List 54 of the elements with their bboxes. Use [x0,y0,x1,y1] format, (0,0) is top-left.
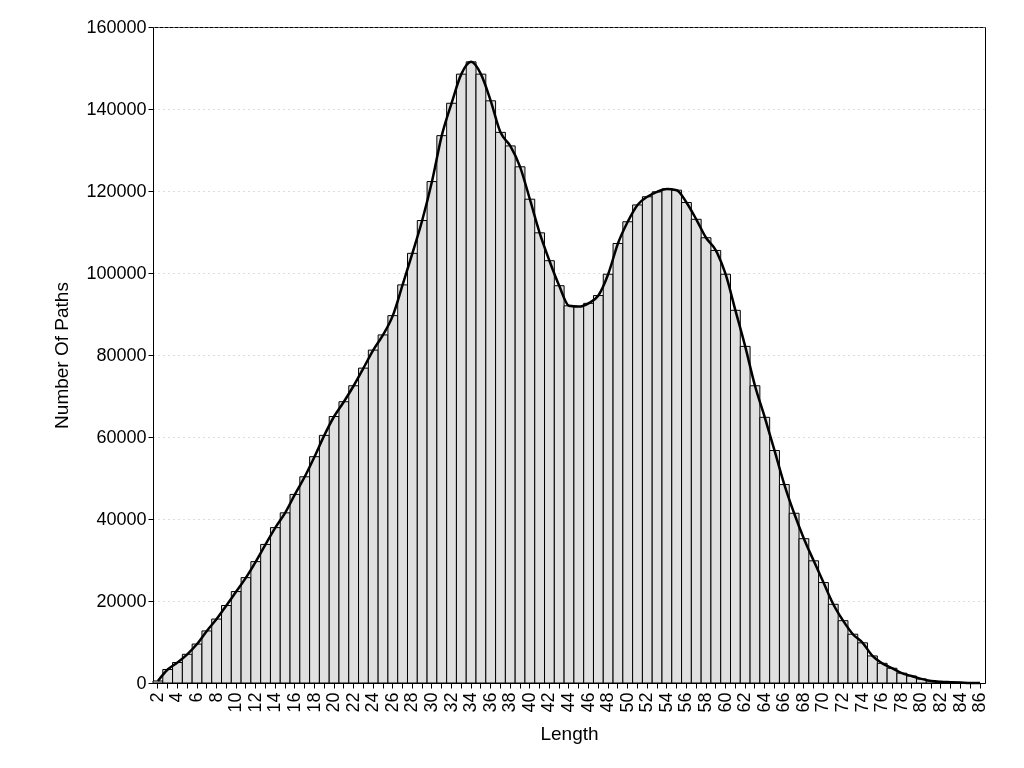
x-tick-label: 48 [597,692,618,713]
x-tick-label: 34 [460,692,481,713]
x-tick-label: 66 [773,692,794,713]
x-tick-label: 72 [832,692,853,713]
x-tick-label: 8 [205,692,226,703]
x-tick-label: 28 [401,692,422,713]
x-tick-label: 60 [714,692,735,713]
x-tick-label: 74 [851,692,872,713]
x-tick-label: 16 [283,692,304,713]
x-tick-label: 40 [518,692,539,713]
y-tick-label: 120000 [86,180,147,201]
x-tick-label: 12 [244,692,265,713]
x-tick-label: 62 [734,692,755,713]
x-tick-label: 24 [362,692,383,713]
x-tick-label: 2 [146,692,167,703]
y-tick-label: 100000 [86,262,147,283]
x-tick-label: 22 [342,692,363,713]
x-tick-label: 6 [186,692,207,703]
x-tick-label: 58 [695,692,716,713]
y-axis-title: Number Of Paths [51,282,73,429]
x-tick-label: 42 [538,692,559,713]
x-axis-title: Length [540,722,599,744]
x-tick-label: 4 [166,692,187,703]
x-tick-label: 10 [225,692,246,713]
y-tick-label: 60000 [96,426,147,447]
x-tick-label: 82 [929,692,950,713]
x-tick-label: 76 [871,692,892,713]
x-tick-label: 20 [323,692,344,713]
x-tick-label: 26 [381,692,402,713]
x-tick-label: 54 [655,692,676,713]
x-tick-label: 14 [264,692,285,713]
x-tick-label: 30 [420,692,441,713]
y-tick-label: 160000 [86,16,147,37]
x-tick-label: 86 [969,692,990,713]
x-tick-label: 64 [753,692,774,713]
y-tick-label: 40000 [96,508,147,529]
x-tick-label: 84 [949,692,970,713]
x-tick-label: 80 [910,692,931,713]
y-tick-label: 0 [136,672,147,693]
x-tick-label: 18 [303,692,324,713]
x-tick-label: 50 [616,692,637,713]
y-tick-label: 80000 [96,344,147,365]
x-tick-label: 52 [636,692,657,713]
x-tick-label: 56 [675,692,696,713]
x-tick-label: 70 [812,692,833,713]
y-tick-label: 140000 [86,98,147,119]
x-tick-label: 38 [499,692,520,713]
x-tick-label: 36 [479,692,500,713]
x-tick-label: 32 [440,692,461,713]
y-tick-label: 20000 [96,590,147,611]
x-tick-label: 44 [558,692,578,713]
x-tick-label: 68 [792,692,813,713]
x-tick-label: 46 [577,692,598,713]
x-tick-label: 78 [890,692,911,713]
